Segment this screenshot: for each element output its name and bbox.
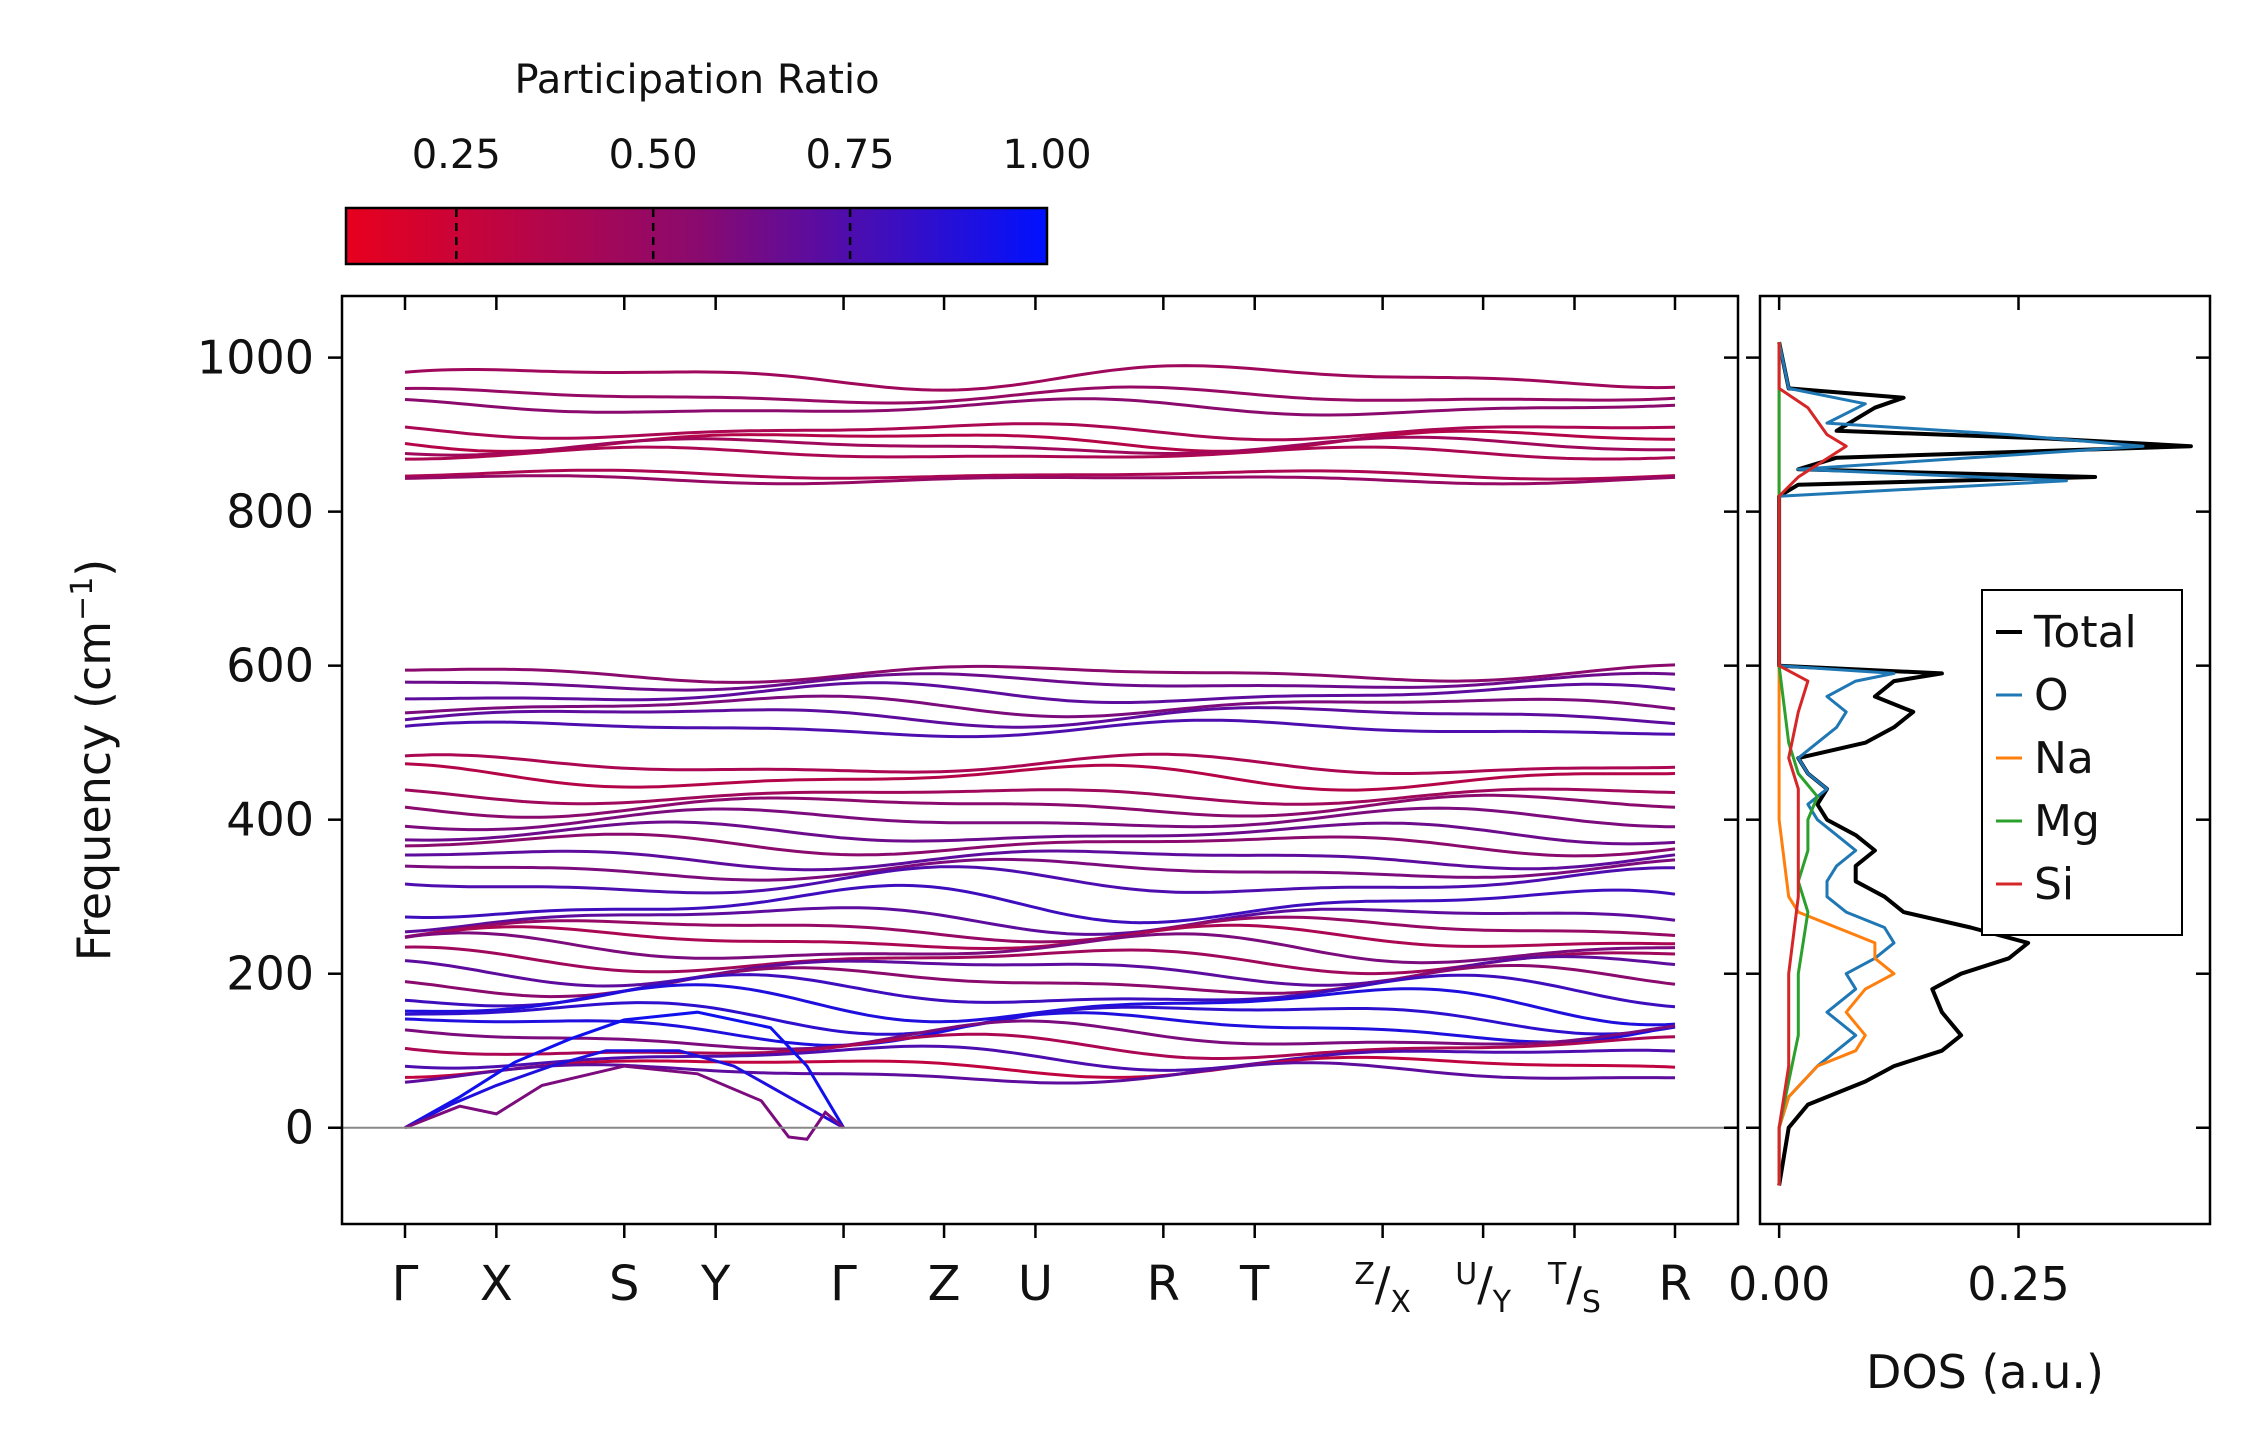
phonon-band-low-13 (404, 1019, 1676, 1051)
colorbar-tick-labels: 0.25 0.50 0.75 1.00 (412, 132, 1092, 178)
dos-curve-na (1777, 342, 1896, 1186)
phonon-band-mid-9 (404, 787, 1676, 806)
phonon-band-mid-1 (405, 663, 1676, 684)
phonon-band-mid-7 (404, 752, 1676, 775)
k-label-split: U/Y (1455, 1257, 1511, 1320)
band-y-axis-label: Frequency (cm−1) (65, 559, 121, 962)
phonon-band-acoustic-3 (404, 1064, 845, 1141)
k-label: S (609, 1256, 639, 1312)
dos-panel: 0.00 0.25 DOS (a.u.) Total O Na Mg Si (1728, 294, 2212, 1399)
phonon-band-mid-3 (405, 681, 1676, 704)
phonon-band-acoustic-1 (404, 1010, 845, 1130)
k-label: X (480, 1256, 513, 1312)
legend-label: Si (2034, 859, 2074, 910)
phonon-band-mid-15 (404, 857, 1676, 882)
phonon-band-acoustic-2 (404, 1049, 845, 1130)
k-label: Γ (392, 1256, 419, 1312)
y-tick-label: 1000 (197, 331, 314, 385)
band-lines (404, 364, 1676, 1141)
colorbar-tick-label: 1.00 (1002, 132, 1091, 178)
colorbar-tick-label: 0.25 (412, 132, 501, 178)
phonon-band-mid-12 (404, 820, 1676, 846)
k-label: Y (700, 1256, 731, 1312)
k-label: U (1018, 1256, 1053, 1312)
phonon-band-mid-13 (404, 832, 1676, 858)
dos-x-tick-label: 0.25 (1967, 1257, 2069, 1311)
phonon-band-mid-5 (404, 706, 1676, 729)
phonon-band-low-7 (404, 955, 1676, 988)
phonon-band-mid-11 (404, 806, 1676, 832)
phonon-band-high-7 (405, 445, 1676, 461)
colorbar-ticks (455, 209, 852, 263)
band-y-ticks: 0 200 400 600 800 1000 (197, 331, 1738, 1155)
phonon-band-low-1 (404, 883, 1676, 925)
dos-curve-o (1777, 341, 2145, 1186)
ylabel-close: ) (67, 559, 121, 577)
legend-label: Total (2033, 607, 2137, 658)
phonon-band-mid-6 (404, 718, 1676, 739)
band-k-ticks: Γ X S Y Γ Z U R T Z/X U/Y T/S R (392, 296, 1692, 1320)
colorbar-tick-label: 0.50 (609, 132, 698, 178)
phonon-band-high-8 (404, 468, 1676, 481)
y-tick-label: 200 (226, 947, 314, 1001)
y-tick-label: 800 (226, 485, 314, 539)
k-label: R (1147, 1256, 1180, 1312)
dos-x-ticks: 0.00 0.25 (1728, 296, 2070, 1311)
y-tick-label: 400 (226, 793, 314, 847)
phonon-band-low-17 (404, 1061, 1676, 1085)
y-tick-label: 600 (226, 639, 314, 693)
ylabel-superscript: −1 (65, 577, 100, 621)
ylabel-text: Frequency (cm (67, 621, 121, 961)
dos-y-ticks (1746, 356, 2210, 1129)
phonon-band-mid-2 (404, 671, 1676, 692)
phonon-band-high-2 (404, 385, 1676, 405)
k-label-split: Z/X (1354, 1257, 1411, 1320)
k-label: Γ (830, 1256, 857, 1312)
legend-label: O (2034, 670, 2069, 721)
phonon-band-high-3 (404, 397, 1676, 417)
phonon-band-low-16 (404, 1055, 1676, 1079)
dos-axes-frame (1758, 294, 2212, 1226)
phonon-band-mid-4 (404, 694, 1676, 719)
phonon-band-low-5 (404, 931, 1676, 965)
phonon-band-low-8 (404, 964, 1676, 999)
phonon-band-mid-16 (404, 865, 1675, 895)
k-label: Z (928, 1256, 961, 1312)
k-label-split: T/S (1547, 1257, 1601, 1320)
colorbar: Participation Ratio 0.25 0.50 0.75 1.00 (344, 57, 1092, 266)
phonon-band-low-15 (404, 1044, 1676, 1072)
phonon-band-low-3 (404, 915, 1676, 944)
phonon-band-low-4 (404, 923, 1676, 950)
phonon-band-mid-10 (404, 793, 1676, 819)
colorbar-tick-label: 0.75 (806, 132, 895, 178)
phonon-band-high-6 (404, 435, 1676, 457)
phonon-band-high-9 (404, 474, 1676, 486)
legend-label: Mg (2034, 796, 2100, 847)
legend-frame (1981, 589, 2183, 936)
phonon-band-low-9 (404, 973, 1676, 1009)
k-label: T (1239, 1256, 1270, 1312)
dos-curve-si (1777, 342, 1848, 1186)
colorbar-gradient (344, 206, 1049, 266)
band-axes-frame (340, 294, 1740, 1226)
phonon-band-low-14 (404, 1032, 1676, 1060)
band-structure-panel: 0 200 400 600 800 1000 Γ X S Y Γ Z U R T Z/X U/Y T/S R Fr… (65, 294, 1740, 1320)
phonon-band-mid-8 (404, 762, 1676, 792)
phonon-band-high-1 (404, 364, 1676, 392)
y-tick-label: 0 (285, 1101, 314, 1155)
dos-lines (1777, 341, 2193, 1186)
legend-label: Na (2034, 733, 2094, 784)
phonon-band-mid-14 (405, 849, 1676, 872)
phonon-band-low-2 (404, 906, 1676, 936)
phonon-band-high-4 (404, 422, 1676, 442)
dos-x-tick-label: 0.00 (1728, 1257, 1830, 1311)
dos-x-axis-label: DOS (a.u.) (1866, 1345, 2104, 1399)
colorbar-title: Participation Ratio (514, 57, 879, 103)
dos-legend: Total O Na Mg Si (1981, 589, 2183, 936)
k-label: R (1658, 1256, 1691, 1312)
